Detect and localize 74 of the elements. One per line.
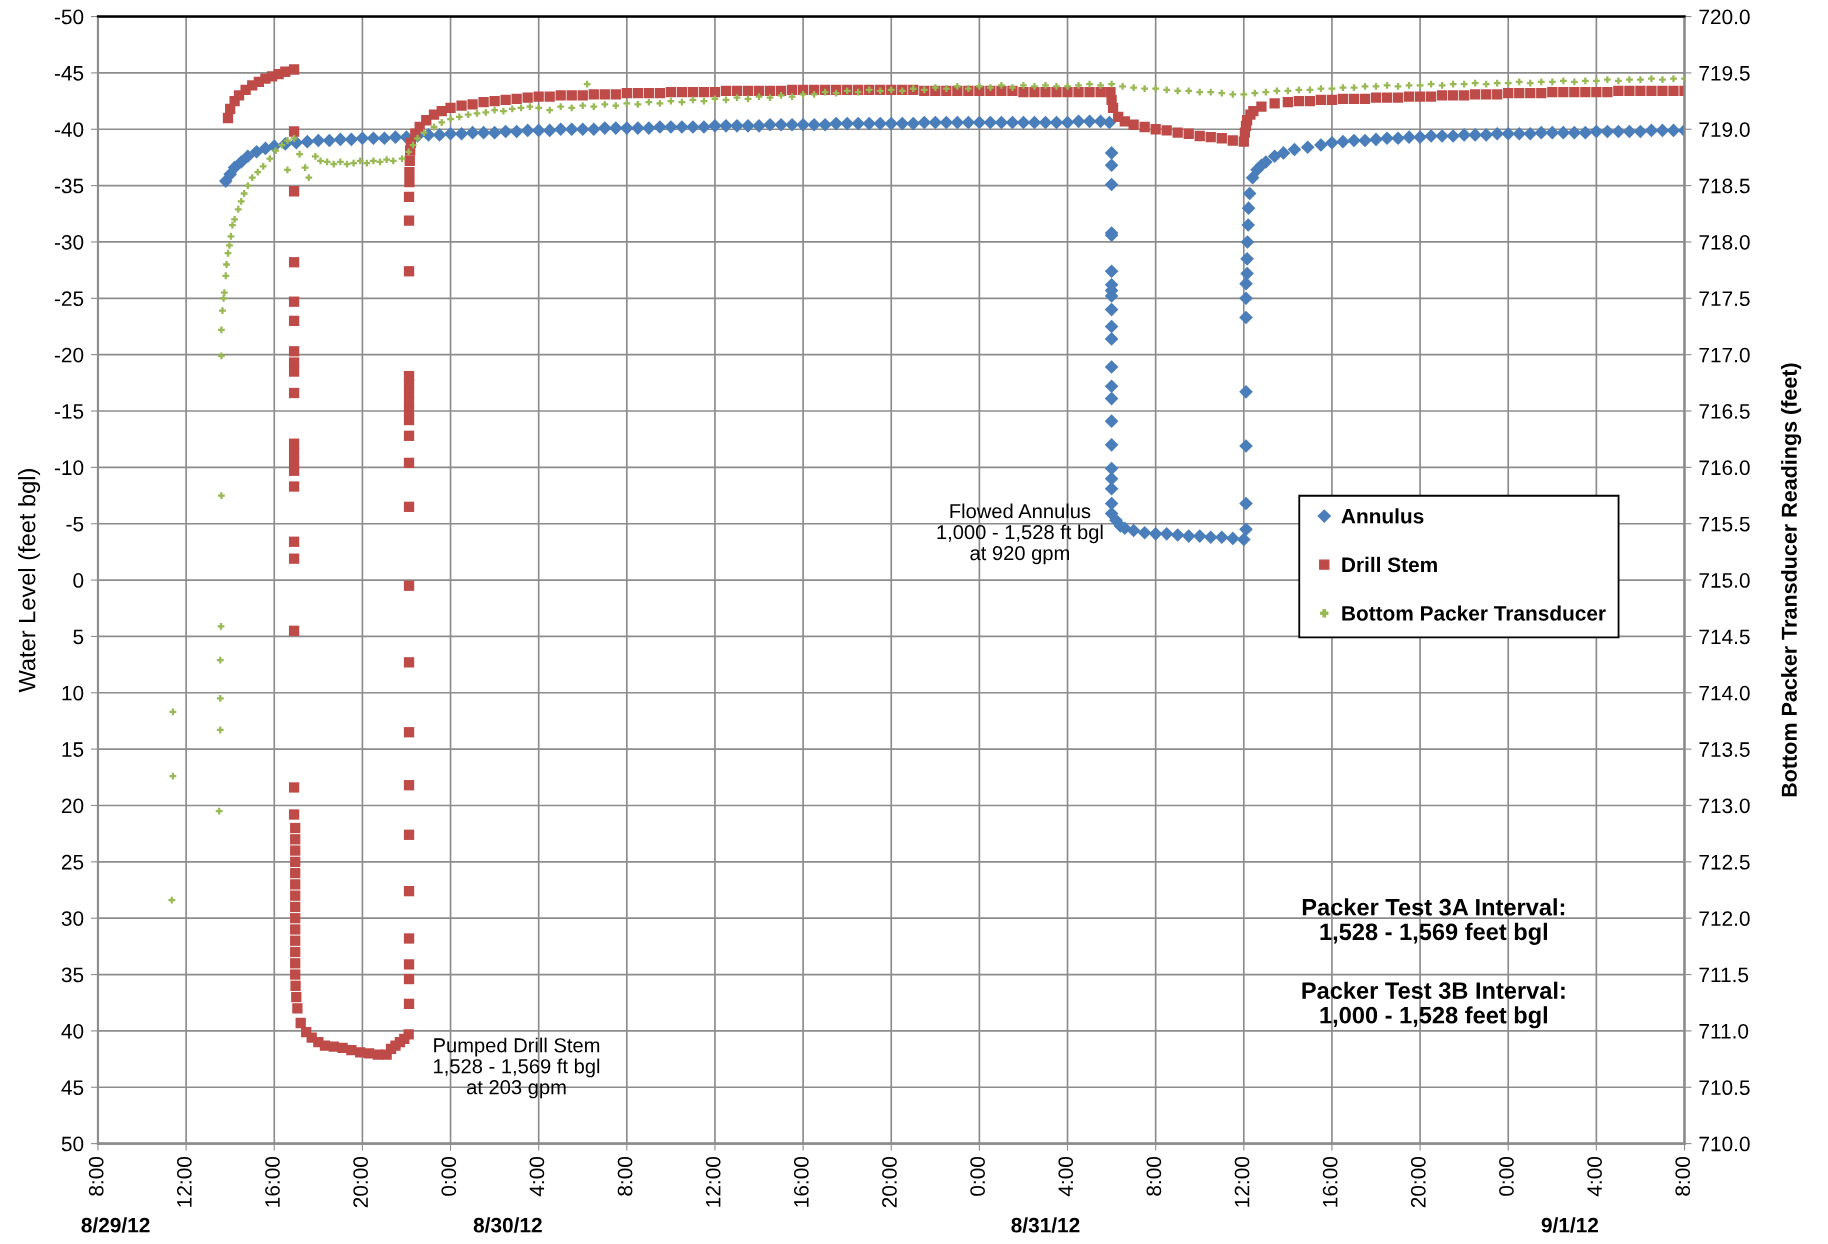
y2-tick-label: 716.0 (1699, 460, 1750, 476)
annotation: Packer Test 3B Interval: 1,000 - 1,528 feet bgl (1302, 981, 1565, 1029)
x-tick-label: 0:00 (1499, 1156, 1514, 1196)
y-tick-label: -20 (54, 347, 84, 363)
y2-tick-label: 715.5 (1699, 516, 1750, 532)
x-tick-label: 8:00 (1146, 1156, 1162, 1196)
y2-tick-label: 718.5 (1699, 178, 1750, 194)
y-axis-title: Water Level (feet bgl) (18, 469, 41, 693)
y2-tick-label: 713.0 (1699, 798, 1750, 814)
x2-tick-label: 8/31/12 (1011, 1217, 1080, 1233)
legend-label: Annulus (1341, 508, 1424, 524)
x-tick-label: 20:00 (882, 1156, 897, 1208)
x-tick-label: 8:00 (617, 1156, 633, 1196)
x-tick-label: 12:00 (1234, 1156, 1250, 1207)
y-tick-label: 5 (73, 629, 84, 645)
y2-tick-label: 710.0 (1699, 1136, 1750, 1152)
x-tick-label: 16:00 (1322, 1156, 1338, 1207)
x-tick-label: 12:00 (705, 1156, 721, 1207)
x-tick-label: 12:00 (176, 1156, 192, 1207)
annotation: Flowed Annulus 1,000 - 1,528 ft bgl at 920 gpm (937, 503, 1103, 565)
x-tick-label: 0:00 (970, 1156, 985, 1196)
y2-axis-title: Bottom Packer Transducer Readings (feet) (1781, 363, 1802, 797)
legend-label: Bottom Packer Transducer (1342, 605, 1606, 621)
y2-tick-label: 716.5 (1699, 404, 1750, 419)
legend-label: Drill Stem (1342, 556, 1437, 573)
y-tick-label: -10 (54, 460, 84, 476)
x2-tick-label: 8/29/12 (81, 1217, 150, 1233)
y2-tick-label: 720.0 (1699, 9, 1750, 25)
y2-tick-label: 715.0 (1699, 573, 1750, 588)
x-tick-label: 0:00 (441, 1156, 457, 1196)
y2-tick-label: 718.0 (1699, 234, 1750, 250)
x-tick-label: 8:00 (88, 1156, 104, 1196)
y-tick-label: 0 (73, 573, 84, 588)
y-tick-label: -5 (66, 516, 84, 532)
y-tick-label: 10 (62, 685, 84, 701)
y2-tick-label: 711.5 (1699, 967, 1749, 983)
x2-tick-label: 9/1/12 (1541, 1217, 1599, 1233)
x-tick-label: 20:00 (353, 1156, 368, 1208)
x2-tick-label: 8/30/12 (473, 1217, 542, 1233)
y-tick-label: 20 (61, 798, 84, 814)
y-tick-label: -40 (54, 122, 84, 138)
y2-tick-label: 713.5 (1699, 742, 1750, 757)
y2-tick-label: 711.0 (1699, 1023, 1749, 1039)
y-tick-label: 40 (61, 1023, 84, 1039)
y2-tick-label: 717.0 (1699, 347, 1750, 363)
y-tick-label: -50 (54, 9, 84, 25)
x-tick-label: 20:00 (1410, 1156, 1426, 1208)
y2-tick-label: 710.5 (1699, 1080, 1750, 1096)
x-tick-label: 16:00 (265, 1156, 280, 1207)
y2-tick-label: 714.0 (1699, 685, 1750, 701)
y-tick-label: -45 (54, 66, 84, 81)
y-tick-label: -35 (54, 178, 84, 194)
y-tick-label: 15 (62, 742, 84, 757)
y2-tick-label: 712.0 (1699, 911, 1750, 926)
annotation: Pumped Drill Stem 1,528 - 1,569 ft bgl at 203 gpm (434, 1037, 600, 1099)
y-tick-label: -25 (54, 291, 84, 307)
y-tick-label: 50 (61, 1136, 84, 1152)
x-tick-label: 4:00 (1587, 1156, 1602, 1197)
y2-tick-label: 712.5 (1699, 854, 1750, 870)
annotation: Packer Test 3A Interval: 1,528 - 1,569 feet bgl (1302, 898, 1565, 945)
x-tick-label: 4:00 (1058, 1156, 1074, 1197)
y2-tick-label: 714.5 (1699, 629, 1750, 645)
x-tick-label: 4:00 (529, 1156, 545, 1197)
y2-tick-label: 719.0 (1699, 122, 1750, 138)
y-tick-label: -30 (54, 234, 84, 250)
y-tick-label: 35 (61, 967, 84, 983)
y-tick-label: 45 (61, 1080, 84, 1096)
x-tick-label: 16:00 (793, 1156, 809, 1207)
y2-tick-label: 719.5 (1699, 65, 1750, 81)
y2-tick-label: 717.5 (1699, 291, 1750, 307)
y-tick-label: -15 (54, 404, 84, 419)
y-tick-label: 30 (61, 911, 84, 926)
x-tick-label: 8:00 (1675, 1156, 1691, 1196)
y-tick-label: 25 (61, 854, 84, 870)
